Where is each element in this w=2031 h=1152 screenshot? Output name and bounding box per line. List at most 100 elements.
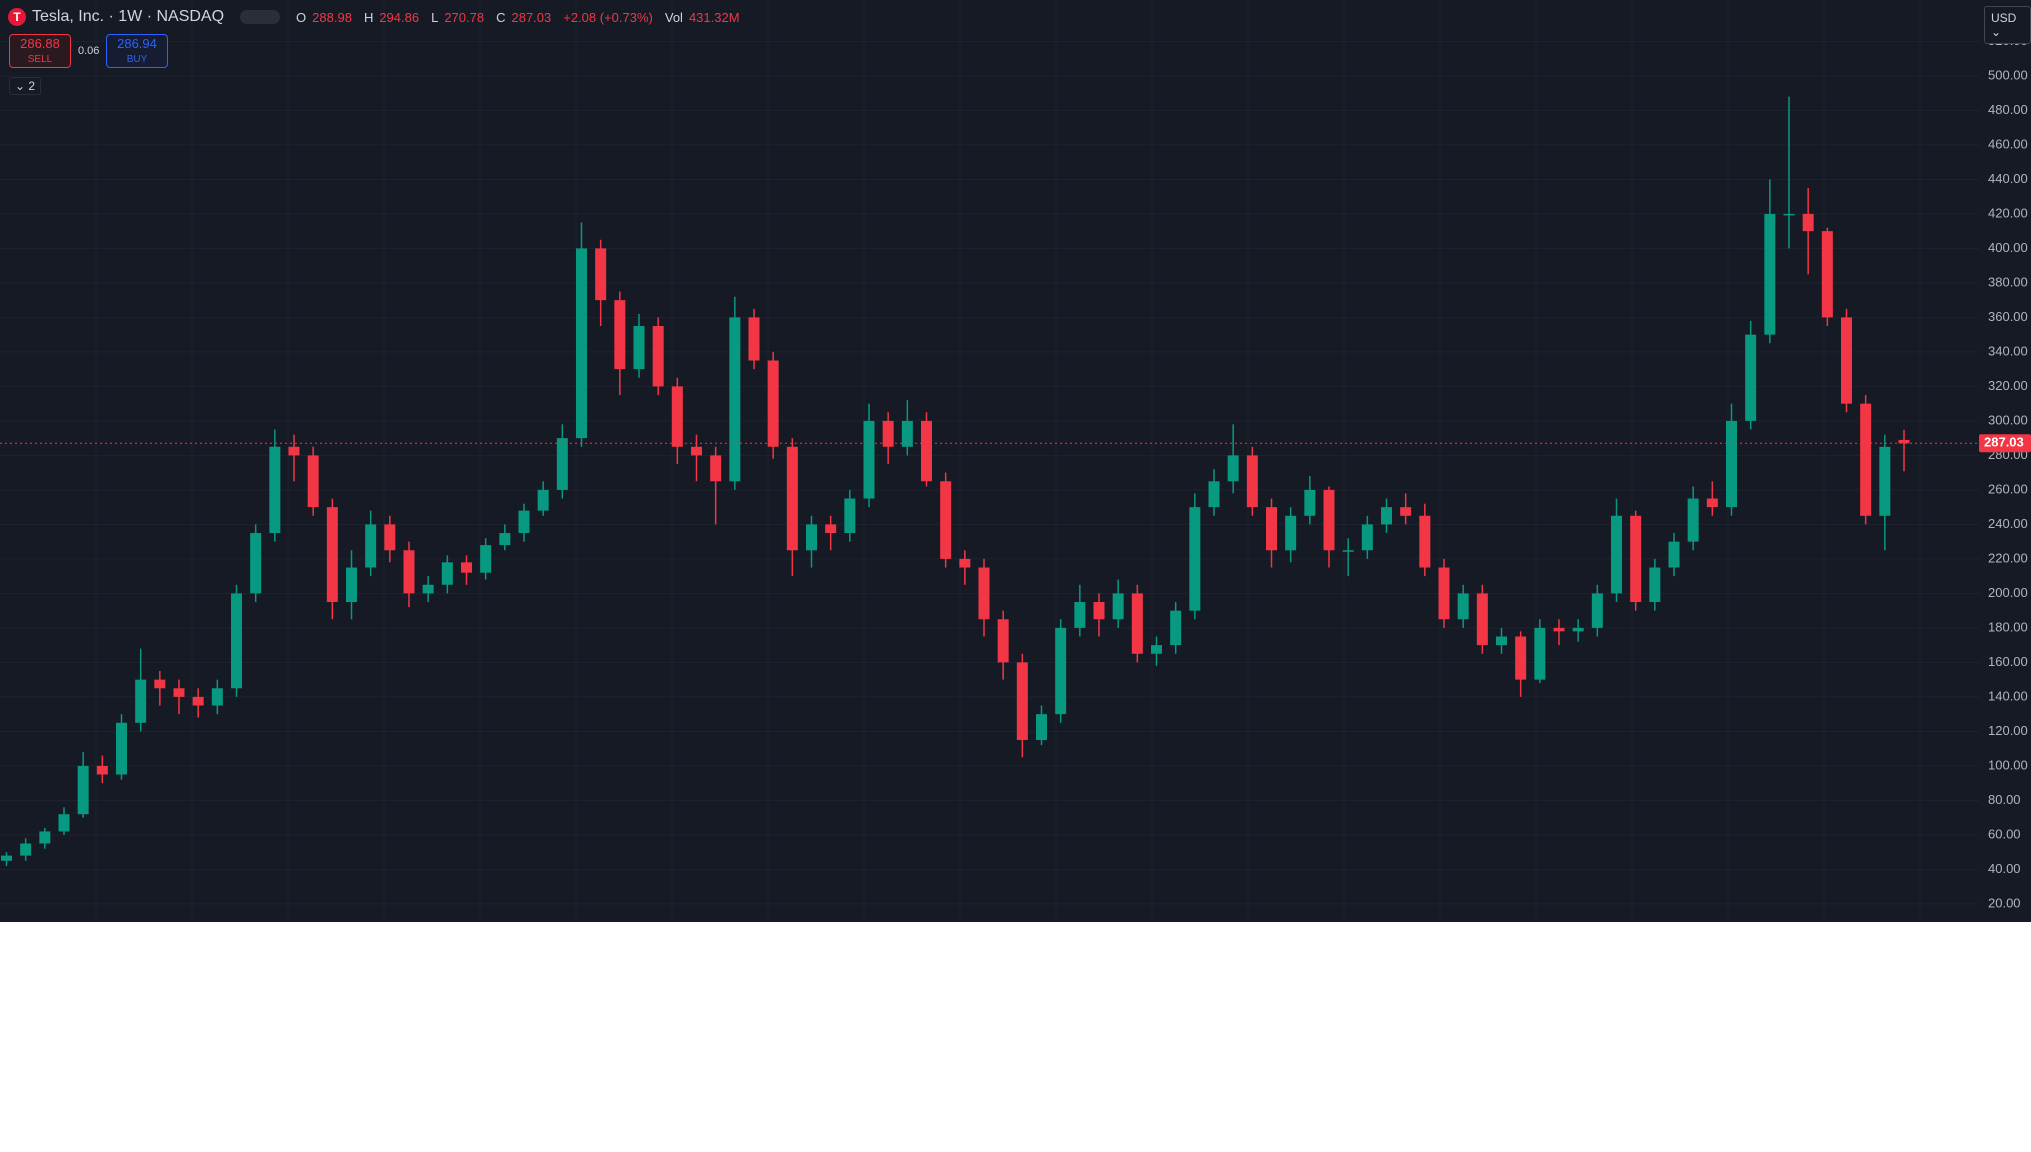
sell-price: 286.88 bbox=[20, 36, 60, 51]
chart: 20.00 40.00 60.00 80.00 100.00 120.00 140.00 16… bbox=[0, 0, 2031, 922]
y-tick-label: 500.00 bbox=[1988, 67, 2028, 82]
candle-body bbox=[825, 524, 837, 534]
y-tick-label: 320.00 bbox=[1988, 378, 2028, 393]
candle-body bbox=[384, 524, 396, 551]
candle-body bbox=[1745, 334, 1757, 421]
candle-body bbox=[576, 248, 587, 439]
candle-body bbox=[1879, 446, 1891, 516]
candle-body bbox=[1764, 213, 1776, 335]
candle-body bbox=[997, 619, 1009, 663]
candle-body bbox=[1726, 420, 1737, 508]
candle-body bbox=[441, 562, 453, 585]
candle-body bbox=[1687, 498, 1699, 542]
c-label: C bbox=[496, 9, 506, 25]
candle-body bbox=[1572, 627, 1584, 632]
y-tick-label: 260.00 bbox=[1988, 481, 2028, 496]
candle-body bbox=[1285, 515, 1297, 551]
last-price-tag bbox=[1979, 434, 2031, 453]
buy-button[interactable]: 286.94 BUY bbox=[106, 34, 168, 68]
y-tick-label: 60.00 bbox=[1988, 826, 2021, 841]
candle-body bbox=[326, 507, 338, 603]
candle-body bbox=[959, 558, 971, 568]
sell-button[interactable]: 286.88 SELL bbox=[9, 34, 71, 68]
candle-body bbox=[1074, 602, 1086, 628]
candle-body bbox=[231, 593, 242, 689]
candle-body bbox=[748, 317, 760, 361]
y-tick-label: 80.00 bbox=[1988, 792, 2021, 807]
symbol-header: T Tesla, Inc. · 1W · NASDAQ O 288.98 H 294… bbox=[8, 8, 746, 26]
y-tick-label: 180.00 bbox=[1988, 619, 2028, 634]
currency: USD bbox=[1991, 11, 2017, 25]
candle-body bbox=[1841, 317, 1852, 404]
candle-body bbox=[614, 300, 626, 370]
candle-body bbox=[1342, 550, 1354, 552]
legend-count: 2 bbox=[28, 79, 36, 93]
price-axis bbox=[1979, 0, 2031, 922]
buy-price: 286.94 bbox=[117, 36, 157, 51]
h-value: 294.86 bbox=[379, 9, 420, 25]
y-tick-label: 440.00 bbox=[1988, 171, 2028, 186]
y-tick-label: 420.00 bbox=[1988, 205, 2028, 220]
candle-body bbox=[1170, 610, 1182, 646]
candle-body bbox=[346, 567, 357, 603]
candle-body bbox=[729, 317, 741, 482]
y-tick-label: 380.00 bbox=[1988, 274, 2028, 289]
currency-button[interactable]: USD ⌄ bbox=[1984, 6, 2031, 44]
candle-body bbox=[1, 855, 12, 861]
y-tick-label: 200.00 bbox=[1988, 585, 2028, 600]
candle-body bbox=[767, 360, 779, 447]
candle-body bbox=[1649, 567, 1661, 603]
candle-body bbox=[1304, 489, 1316, 516]
candle-body bbox=[1534, 627, 1546, 680]
candle-body bbox=[1821, 231, 1833, 318]
candle-body bbox=[1246, 455, 1258, 508]
y-tick-label: 400.00 bbox=[1988, 240, 2028, 255]
candle-body bbox=[1266, 507, 1277, 551]
candle-body bbox=[1457, 593, 1469, 620]
vol-value: 431.32M bbox=[688, 9, 740, 25]
candle-body bbox=[1783, 213, 1795, 216]
candle-body bbox=[96, 765, 108, 775]
candle-body bbox=[1131, 593, 1143, 654]
y-tick-label: 220.00 bbox=[1988, 550, 2028, 565]
candle-body bbox=[1630, 515, 1642, 603]
candle-body bbox=[518, 510, 530, 534]
symbol-title[interactable]: Tesla, Inc. · 1W · NASDAQ bbox=[32, 8, 225, 25]
y-tick-label: 360.00 bbox=[1988, 309, 2028, 324]
candle-body bbox=[1055, 627, 1067, 715]
legend-toggle[interactable]: ⌄ 2 bbox=[9, 77, 42, 95]
candle-body bbox=[882, 420, 894, 447]
candle-body bbox=[461, 562, 472, 573]
y-tick-label: 300.00 bbox=[1988, 412, 2028, 427]
vol-label: Vol bbox=[664, 9, 683, 25]
candle-body bbox=[1898, 439, 1910, 444]
candle-body bbox=[403, 550, 415, 594]
candle-body bbox=[1496, 636, 1507, 646]
candle-body bbox=[710, 455, 722, 482]
spread: 0.06 bbox=[78, 45, 100, 57]
candle-body bbox=[595, 248, 607, 301]
candle-body bbox=[135, 679, 147, 723]
candle-body bbox=[288, 446, 300, 456]
candle-body bbox=[1706, 498, 1718, 508]
candle-body bbox=[978, 567, 990, 620]
candle-body bbox=[1419, 515, 1431, 568]
candle-body bbox=[1227, 455, 1239, 482]
candle-body bbox=[1208, 481, 1220, 508]
candle-body bbox=[58, 814, 70, 832]
candle-body bbox=[365, 524, 377, 568]
candle-body bbox=[1323, 489, 1335, 551]
candle-body bbox=[1112, 593, 1124, 620]
candle-body bbox=[691, 446, 702, 456]
candle-body bbox=[1381, 507, 1392, 525]
candle-body bbox=[1802, 213, 1814, 232]
candle-body bbox=[211, 688, 223, 706]
status-pill bbox=[240, 10, 281, 24]
candle-body bbox=[116, 722, 127, 775]
candle-body bbox=[1515, 636, 1527, 680]
candle-body bbox=[1611, 515, 1622, 594]
h-label: H bbox=[363, 9, 374, 25]
candle-body bbox=[1400, 507, 1412, 516]
candle-body bbox=[269, 446, 281, 534]
candle-body bbox=[671, 386, 683, 447]
